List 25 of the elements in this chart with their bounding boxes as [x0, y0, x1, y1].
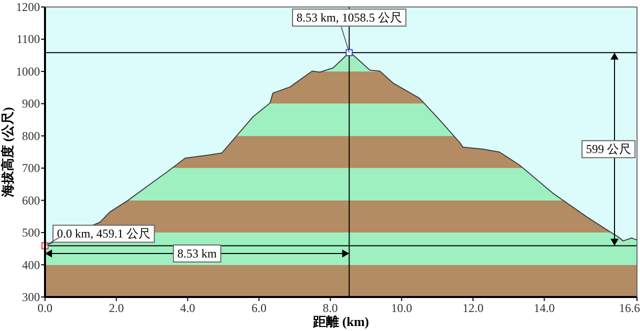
y-axis-title: 海拔高度 (公尺) — [0, 107, 15, 198]
x-tick-label: 14.0 — [534, 301, 555, 315]
x-tick-label: 10.0 — [391, 301, 412, 315]
y-tick-label: 1100 — [16, 32, 40, 46]
annotation: 8.53 km — [177, 246, 218, 260]
y-tick-label: 1200 — [16, 0, 40, 14]
y-tick-label: 1000 — [16, 64, 40, 78]
y-tick-label: 500 — [22, 226, 40, 240]
y-tick-label: 900 — [22, 96, 40, 111]
annotation: 8.53 km, 1058.5 公尺 — [296, 10, 402, 25]
y-tick-label: 700 — [22, 161, 40, 176]
y-tick-label: 800 — [22, 128, 40, 143]
x-tick-label: 16.6 — [619, 301, 640, 315]
y-tick-label: 300 — [22, 290, 40, 304]
x-tick-label: 2.0 — [108, 301, 124, 315]
x-tick-label: 4.0 — [180, 301, 196, 315]
x-tick-label: 0.0 — [38, 301, 52, 315]
x-tick-label: 8.0 — [322, 301, 338, 315]
y-tick-label: 600 — [22, 193, 40, 208]
x-tick-label: 6.0 — [251, 301, 266, 315]
x-tick-label: 12.0 — [462, 301, 484, 315]
y-tick-label: 400 — [22, 258, 40, 272]
x-axis-title: 距離 (km) — [312, 314, 369, 329]
annotation: 0.0 km, 459.1 公尺 — [57, 226, 150, 241]
annotation: 599 公尺 — [586, 142, 631, 156]
